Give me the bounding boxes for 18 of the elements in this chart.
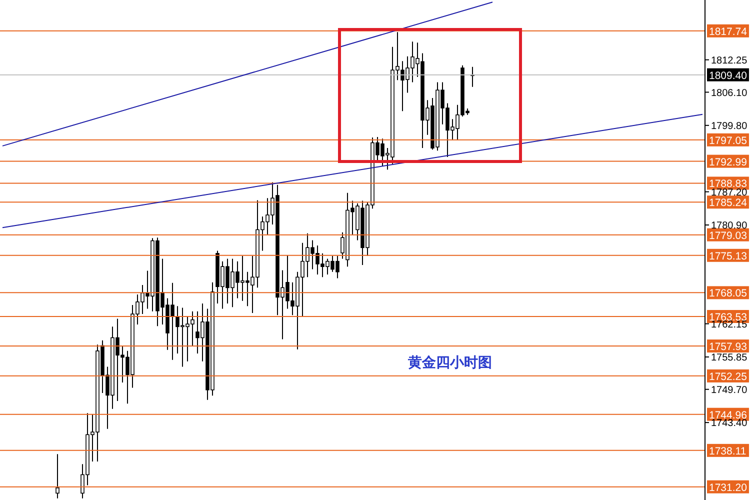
ref-line-label: 1797.05 (709, 134, 748, 147)
ref-line-label: 1775.13 (709, 250, 748, 262)
ref-line-label: 1738.11 (709, 445, 746, 458)
ref-line-label: 1752.25 (709, 370, 748, 383)
ref-line-label: 1757.93 (709, 340, 748, 353)
ref-line-label: 1792.99 (709, 156, 748, 168)
y-tick-label: 1806.10 (711, 88, 748, 99)
ref-line-label: 1785.24 (709, 197, 748, 210)
ref-line-label: 1731.20 (709, 482, 748, 494)
ref-line-label: 1768.05 (709, 288, 748, 300)
ref-line-label: 1817.74 (709, 26, 748, 38)
ref-line-label: 1809.40 (709, 70, 748, 82)
y-tick-label: 1812.25 (711, 55, 748, 66)
annotation: 黄金四小时图 (408, 354, 492, 372)
y-tick-label: 1799.80 (711, 120, 748, 132)
y-tick-label: 1755.85 (711, 352, 748, 364)
y-tick-label: 1749.70 (711, 384, 748, 396)
ref-line-label: 1779.03 (709, 230, 748, 242)
